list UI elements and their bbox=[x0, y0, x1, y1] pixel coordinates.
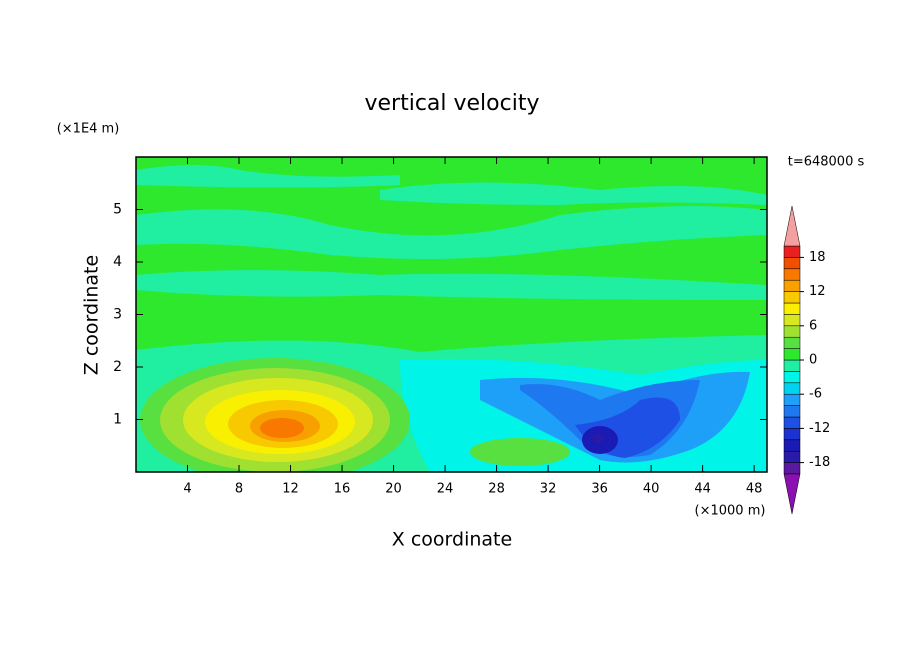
x-tick-label: 12 bbox=[282, 482, 299, 497]
x-axis-label: X coordinate bbox=[392, 529, 512, 551]
colorbar-box bbox=[783, 279, 801, 292]
colorbar-tick-label: 0 bbox=[809, 353, 817, 368]
x-unit: (×1000 m) bbox=[695, 504, 766, 519]
x-tick-label: 20 bbox=[385, 482, 402, 497]
colorbar-tick-label: 18 bbox=[809, 250, 826, 265]
colorbar-box bbox=[783, 302, 801, 315]
colorbar-box bbox=[783, 371, 801, 384]
colorbar-tick-label: 12 bbox=[809, 284, 826, 299]
y-tick-label: 2 bbox=[113, 359, 122, 375]
colorbar-tick-label: -18 bbox=[809, 455, 830, 470]
colorbar-box bbox=[783, 291, 801, 304]
x-tick-label: 44 bbox=[694, 482, 711, 497]
colorbar-box bbox=[783, 268, 801, 281]
y-axis-label: Z coordinate bbox=[81, 255, 103, 375]
colorbar-box bbox=[783, 462, 801, 475]
y-tick-label: 1 bbox=[113, 412, 122, 428]
x-tick-label: 24 bbox=[437, 482, 454, 497]
y-unit: (×1E4 m) bbox=[57, 122, 120, 137]
x-tick-label: 4 bbox=[183, 482, 191, 497]
colorbar-extend-high bbox=[783, 205, 801, 247]
y-tick-label: 4 bbox=[113, 254, 122, 270]
colorbar-box bbox=[783, 325, 801, 338]
colorbar-box bbox=[783, 450, 801, 463]
colorbar-tick-label: -6 bbox=[809, 387, 822, 402]
x-tick-label: 28 bbox=[488, 482, 505, 497]
x-tick-label: 8 bbox=[235, 482, 243, 497]
colorbar-extend-low bbox=[783, 473, 801, 515]
colorbar-box bbox=[783, 314, 801, 327]
x-tick-label: 48 bbox=[746, 482, 763, 497]
y-tick-label: 5 bbox=[113, 202, 122, 218]
colorbar-box bbox=[783, 245, 801, 258]
colorbar-box bbox=[783, 428, 801, 441]
time-label: t=648000 s bbox=[788, 155, 865, 170]
colorbar-box bbox=[783, 336, 801, 349]
colorbar-box bbox=[783, 359, 801, 372]
colorbar-tick-label: -12 bbox=[809, 421, 830, 436]
colorbar-box bbox=[783, 257, 801, 270]
colorbar-tick-label: 6 bbox=[809, 318, 817, 333]
colorbar-box bbox=[783, 416, 801, 429]
colorbar-box bbox=[783, 348, 801, 361]
x-tick-label: 40 bbox=[643, 482, 660, 497]
colorbar-box bbox=[783, 439, 801, 452]
x-tick-label: 36 bbox=[591, 482, 608, 497]
colorbar-box bbox=[783, 405, 801, 418]
x-tick-label: 32 bbox=[540, 482, 557, 497]
chart-title: vertical velocity bbox=[364, 91, 539, 116]
y-tick-label: 3 bbox=[113, 307, 122, 323]
contour-field bbox=[136, 157, 767, 472]
colorbar-box bbox=[783, 382, 801, 395]
x-tick-label: 16 bbox=[334, 482, 351, 497]
colorbar-box bbox=[783, 393, 801, 406]
